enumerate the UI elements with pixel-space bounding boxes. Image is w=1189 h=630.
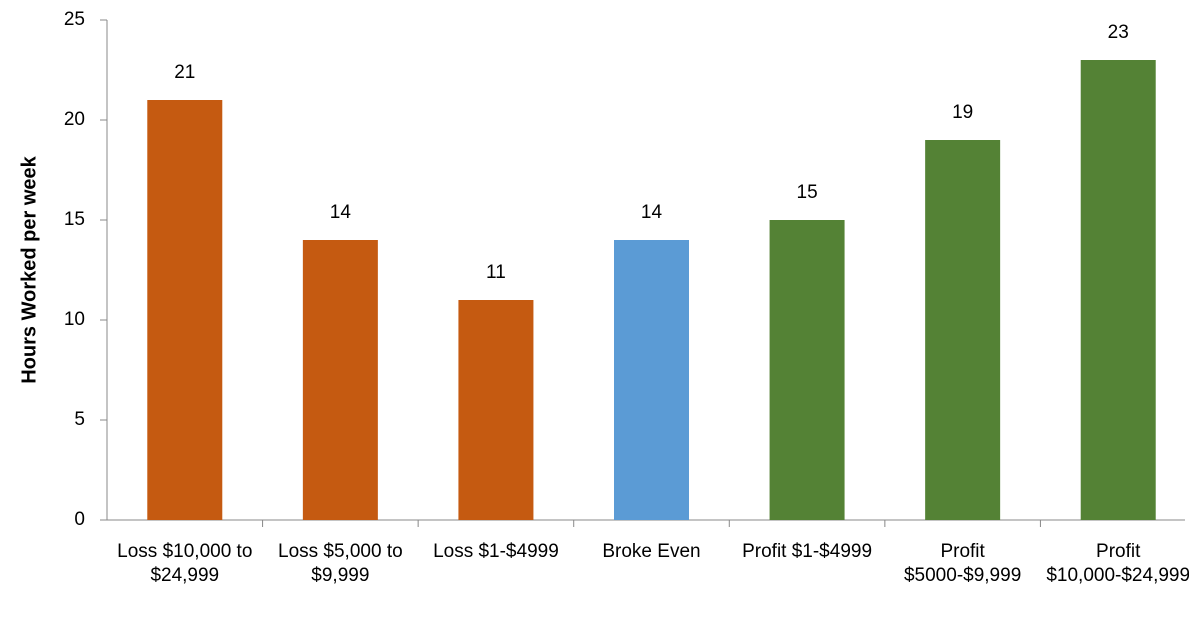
data-label: 19 (952, 102, 973, 123)
data-label: 15 (797, 182, 818, 203)
x-tick-label: Profit $10,000-$24,999 (1046, 541, 1189, 586)
data-label: 23 (1108, 22, 1129, 43)
x-tick-label: Broke Even (602, 541, 701, 562)
bar (925, 140, 1001, 520)
data-label: 14 (641, 202, 663, 223)
y-tick-label: 10 (64, 309, 85, 330)
data-label: 21 (174, 62, 195, 83)
y-tick-label: 15 (64, 209, 85, 230)
y-axis-label: Hours Worked per week (18, 155, 40, 383)
bar (302, 240, 378, 520)
y-tick-label: 20 (64, 109, 85, 130)
y-tick-label: 0 (74, 509, 85, 530)
x-tick-label: Loss $1-$4999 (433, 541, 559, 562)
x-tick-label: Profit $5000-$9,999 (903, 541, 1022, 586)
data-label: 14 (330, 202, 352, 223)
bar (769, 220, 845, 520)
y-tick-label: 25 (64, 9, 85, 30)
x-tick-label: Loss $10,000 to $24,999 (117, 541, 253, 586)
data-label: 11 (486, 262, 506, 283)
bar (147, 100, 223, 520)
y-tick-label: 5 (74, 409, 85, 430)
x-tick-label: Loss $5,000 to $9,999 (278, 541, 403, 586)
x-tick-label: Profit $1-$4999 (742, 541, 873, 562)
bar (458, 300, 534, 520)
bar (1080, 60, 1156, 520)
bar (614, 240, 689, 520)
